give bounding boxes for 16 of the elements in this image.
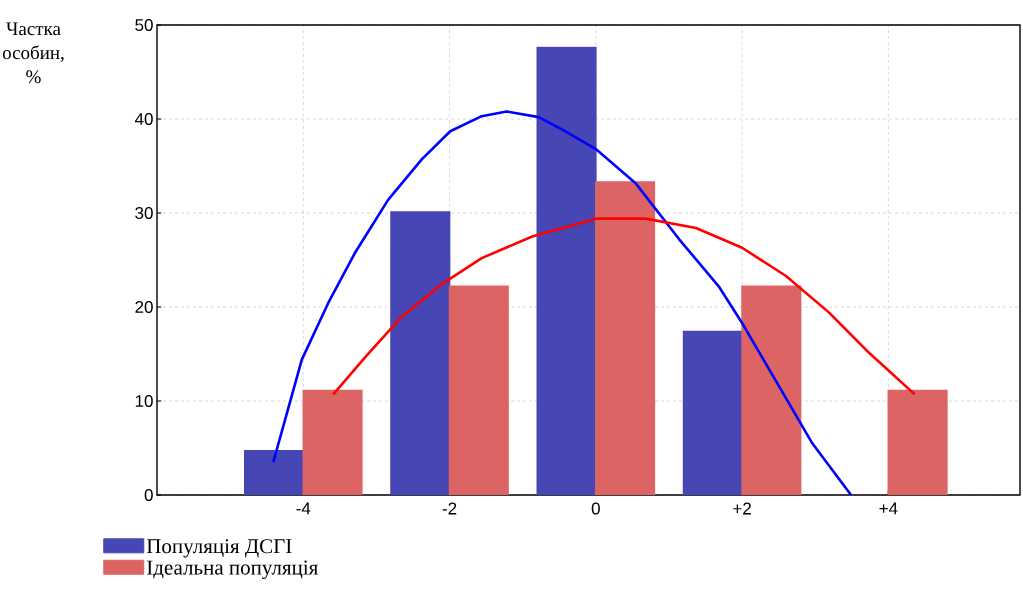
x-tick-label: -2 xyxy=(442,502,457,515)
y-tick-label: 50 xyxy=(135,18,153,32)
x-tick-label: +4 xyxy=(879,502,898,515)
legend-label: Популяція ДСГІ xyxy=(146,539,292,558)
y-tick-label: 30 xyxy=(135,206,153,220)
line-series xyxy=(331,217,916,396)
line-series xyxy=(271,110,853,495)
y-tick-label: 20 xyxy=(135,300,153,314)
x-tick-label: 0 xyxy=(591,502,600,515)
legend-label: Ідеальна популяція xyxy=(147,560,318,579)
x-tick-label: -4 xyxy=(296,502,311,515)
y-axis-title: Частка особин, % xyxy=(2,22,64,84)
x-tick-label: +2 xyxy=(733,502,751,515)
y-tick-label: 10 xyxy=(135,394,153,408)
y-tick-label: 40 xyxy=(134,112,153,126)
y-tick-label: 0 xyxy=(144,488,153,502)
